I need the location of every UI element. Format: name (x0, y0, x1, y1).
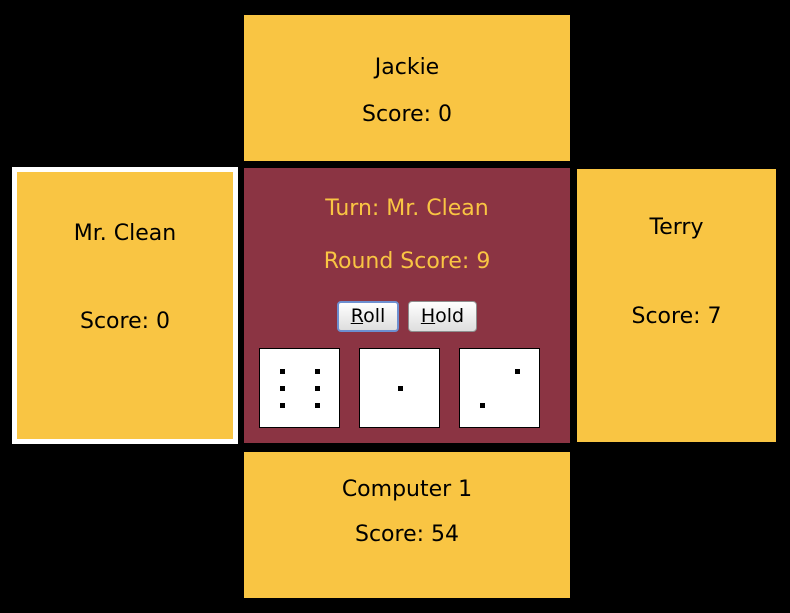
die-pip (315, 369, 320, 374)
player-panel-bottom: Computer 1 Score: 54 (244, 452, 570, 598)
turn-label: Turn: Mr. Clean (325, 196, 489, 221)
player-score: Score: 0 (361, 102, 453, 127)
player-score: Score: 7 (631, 304, 722, 329)
player-name: Computer 1 (341, 477, 473, 502)
hold-mnemonic: H (420, 305, 436, 327)
player-name: Jackie (374, 55, 440, 80)
player-panel-left-active: Mr. Clean Score: 0 (12, 167, 238, 444)
die-2 (359, 348, 440, 428)
die-pip (280, 369, 285, 374)
die-pip (398, 386, 403, 391)
die-pip (315, 403, 320, 408)
player-name: Terry (649, 215, 704, 240)
die-pip (480, 403, 485, 408)
turn-panel: Turn: Mr. Clean Round Score: 9 Roll Hold (244, 168, 570, 443)
player-score: Score: 54 (354, 522, 460, 547)
hold-label-rest: old (435, 305, 465, 327)
player-name: Mr. Clean (73, 221, 177, 246)
die-pip (315, 386, 320, 391)
player-panel-right: Terry Score: 7 (577, 169, 776, 442)
roll-mnemonic: R (350, 305, 364, 327)
hold-button[interactable]: Hold (408, 301, 477, 332)
die-pip (280, 403, 285, 408)
roll-label-rest: oll (363, 305, 386, 327)
player-panel-top: Jackie Score: 0 (244, 15, 570, 161)
die-pip (280, 386, 285, 391)
player-score: Score: 0 (79, 309, 171, 334)
die-3 (459, 348, 540, 428)
die-1 (259, 348, 340, 428)
die-pip (515, 369, 520, 374)
roll-button[interactable]: Roll (337, 301, 399, 332)
round-score-label: Round Score: 9 (323, 249, 491, 274)
